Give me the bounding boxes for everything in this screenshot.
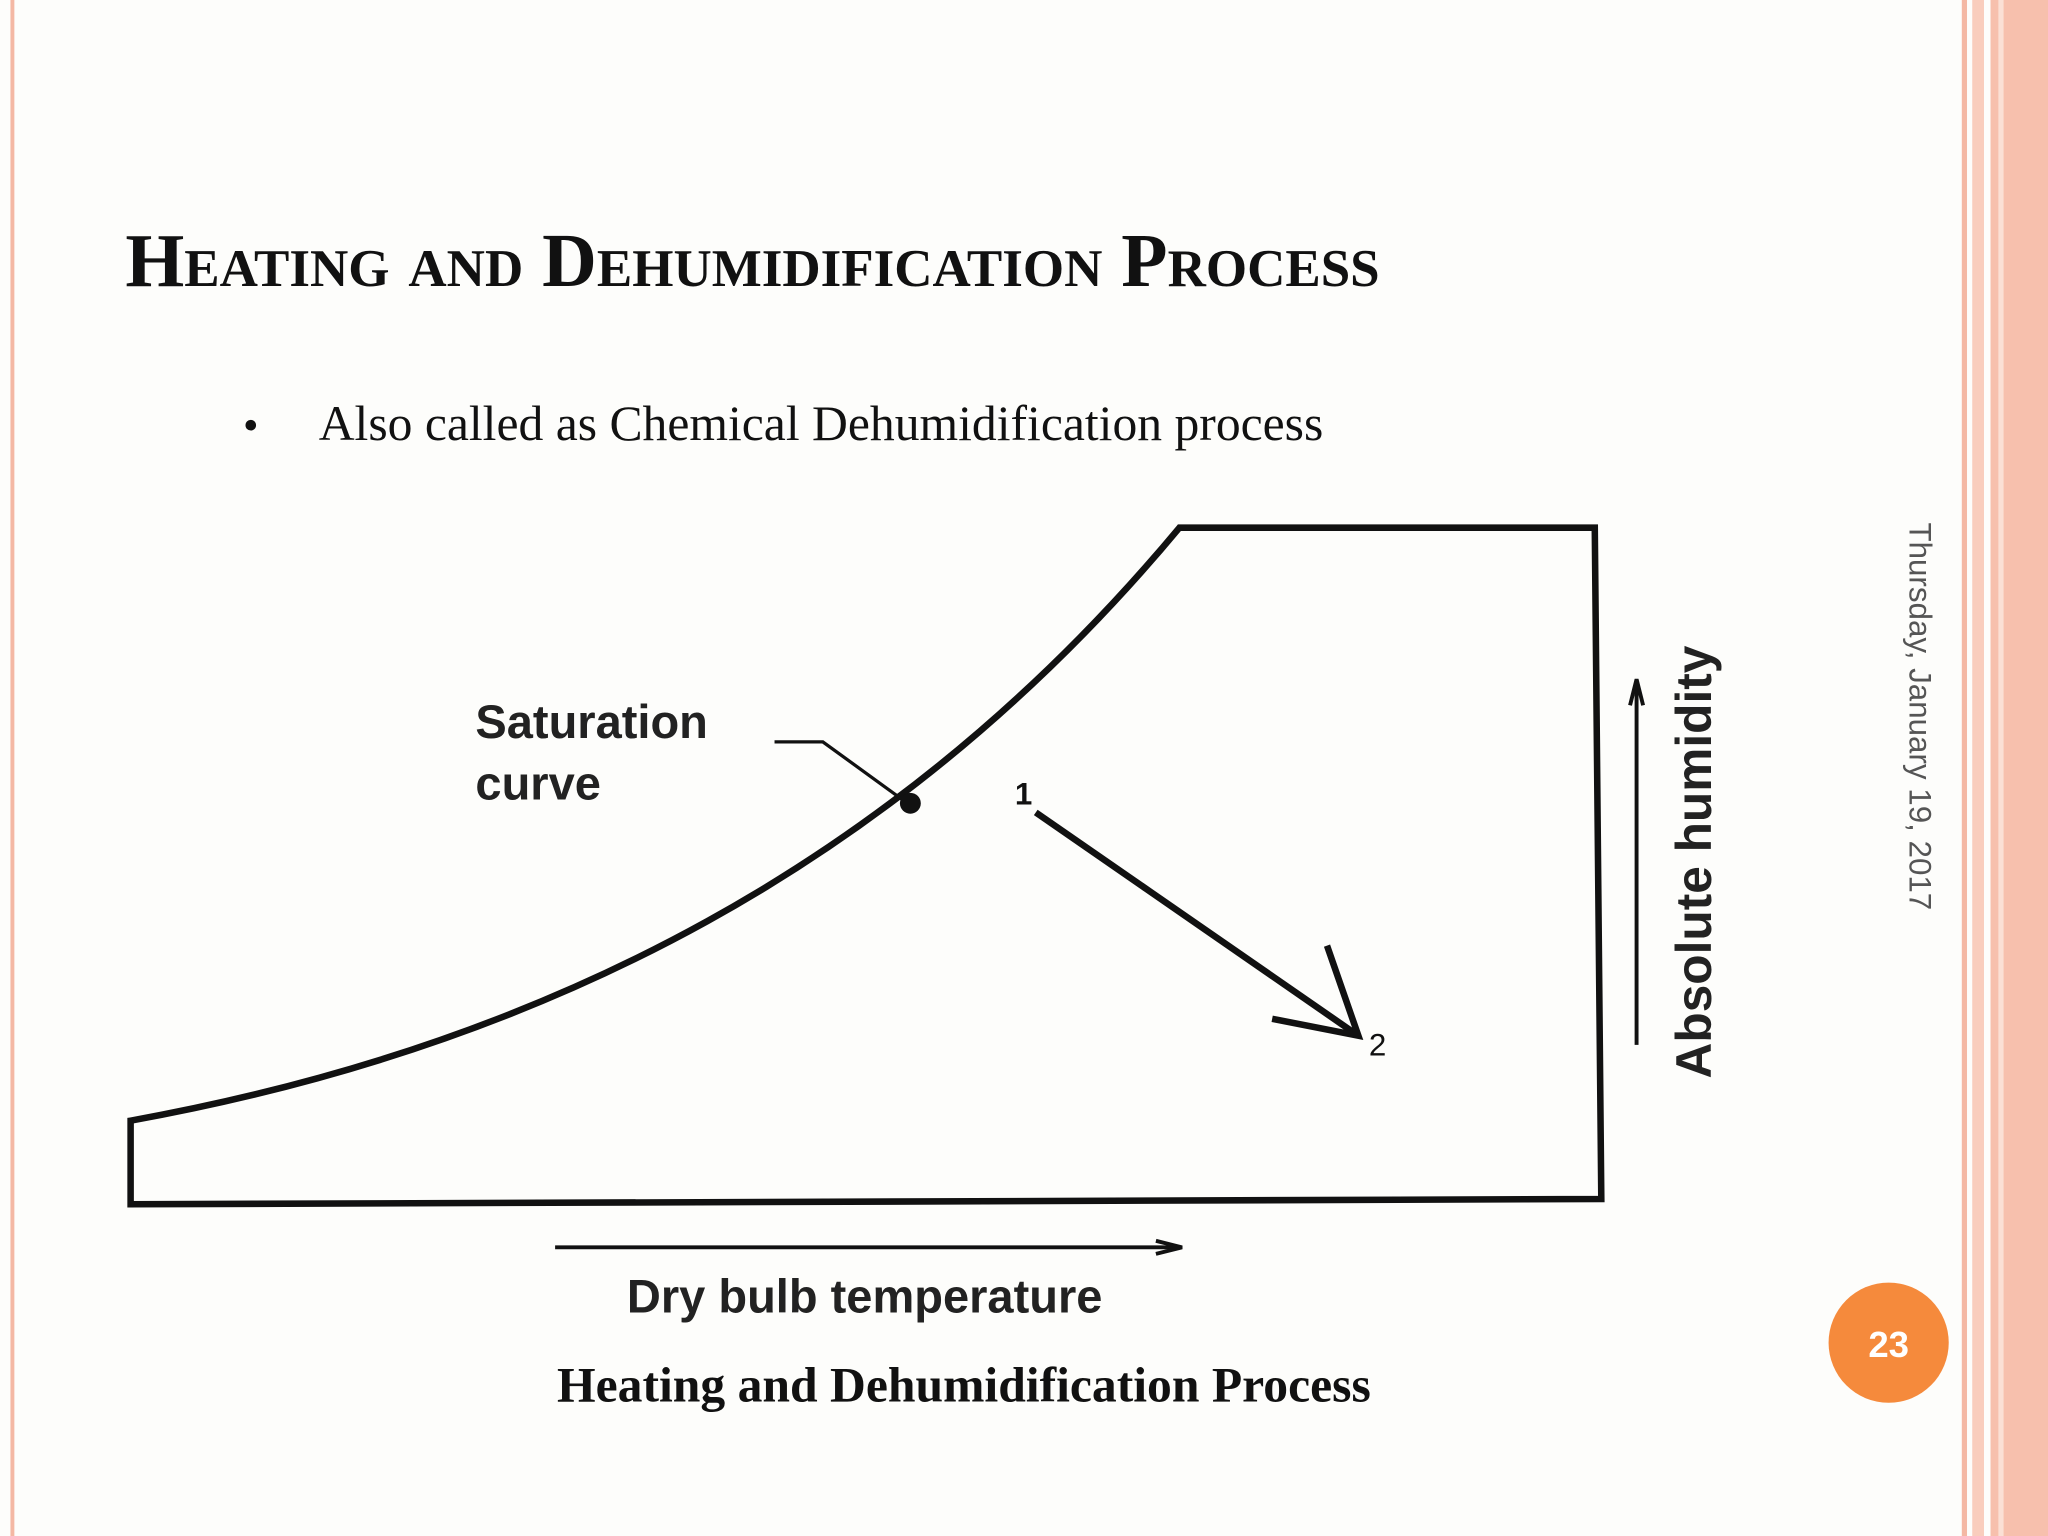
point-label: 1: [1015, 777, 1032, 812]
slide-number: 23: [1868, 1324, 1909, 1365]
y-axis-label: Absolute humidity: [1666, 645, 1722, 1078]
bullet-dot: •: [243, 400, 259, 450]
chart-outline: [127, 524, 1605, 1208]
x-axis-label: Dry bulb temperature: [627, 1270, 1102, 1323]
slide-date: Thursday, January 19, 2017: [1903, 522, 1938, 910]
slide-title: Heating and Dehumidification Process: [125, 219, 1379, 303]
process-arrow: [1033, 809, 1361, 1039]
y-arrow-head: [1628, 678, 1646, 706]
leader-line: [774, 740, 905, 802]
diagram: [127, 524, 1646, 1256]
right-border: [1998, 0, 2004, 1536]
right-border: [1961, 0, 1968, 1536]
bullet-text: Also called as Chemical Dehumidification…: [319, 396, 1324, 451]
slide-number-badge: [1828, 1282, 1949, 1403]
point-label: 2: [1369, 1027, 1386, 1062]
caption: Heating and Dehumidification Process: [557, 1357, 1371, 1412]
curve-label: curve: [475, 756, 600, 809]
right-border: [1972, 0, 1984, 1536]
curve-label: Saturation: [475, 695, 707, 748]
curve-point: [899, 792, 921, 814]
arrow-head: [1271, 944, 1364, 1041]
x-arrow-head: [1155, 1238, 1183, 1256]
left-border: [10, 0, 15, 1536]
